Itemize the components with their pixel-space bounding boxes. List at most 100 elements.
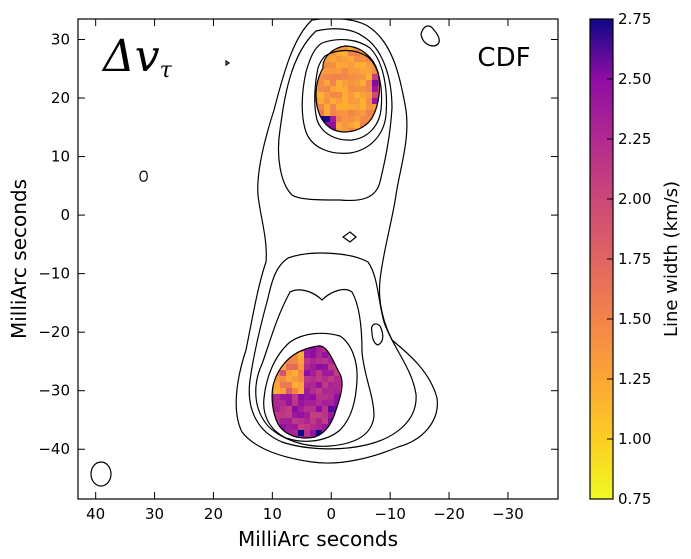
heatmap-cell — [316, 406, 323, 413]
heatmap-cell — [304, 388, 311, 395]
heatmap-cell — [286, 418, 293, 425]
heatmap-cell — [310, 394, 317, 401]
heatmap-cell — [328, 376, 335, 383]
heatmap-cell — [354, 116, 361, 123]
heatmap-cell — [304, 370, 311, 377]
heatmap-cell — [330, 116, 337, 123]
heatmap-cell — [340, 376, 343, 383]
heatmap-cell — [366, 86, 373, 93]
symbol-subscript: τ — [160, 58, 173, 83]
heatmap-cell — [360, 74, 367, 81]
contour-outer — [235, 19, 438, 464]
heatmap-cell — [272, 388, 275, 395]
heatmap-cell — [322, 406, 329, 413]
contour-2 — [277, 28, 393, 202]
heatmap-cell — [304, 352, 311, 359]
heatmap-cell — [304, 406, 311, 413]
heatmap-cell — [342, 56, 349, 63]
heatmap-cell — [360, 92, 367, 99]
heatmap-cell — [372, 98, 379, 105]
heatmap-cell — [310, 430, 317, 437]
heatmap-cell — [292, 400, 299, 407]
heatmap-cell — [292, 418, 299, 425]
heatmap-cell — [360, 122, 367, 129]
symbol-main: Δv — [101, 31, 160, 82]
heatmap-cell — [280, 394, 287, 401]
contour-3-south — [255, 288, 375, 447]
colorbar-tick-label: 1.25 — [618, 370, 651, 388]
heatmap-cell — [360, 110, 367, 117]
heatmap-cell — [336, 128, 343, 132]
heatmap-cell — [372, 92, 379, 99]
heatmap-cell — [348, 110, 355, 117]
heatmap-cell — [336, 92, 343, 99]
heatmap-cell — [360, 56, 367, 63]
heatmap-cell — [316, 346, 323, 353]
heatmap-cell — [280, 388, 287, 395]
heatmap-cell — [316, 92, 319, 99]
symbol-annotation: Δvτ — [101, 31, 173, 83]
heatmap-cell — [360, 86, 367, 93]
heatmap-cell — [318, 98, 325, 105]
heatmap-cell — [318, 74, 325, 81]
heatmap-cell — [316, 418, 323, 425]
heatmap-cell — [348, 122, 355, 129]
heatmap-cell — [274, 406, 281, 413]
heatmap-cell — [342, 122, 349, 129]
heatmap-cell — [354, 92, 361, 99]
heatmap-cell — [328, 400, 335, 407]
heatmap-cell — [298, 400, 305, 407]
heatmap-cell — [322, 358, 329, 365]
heatmap-cell — [298, 358, 305, 365]
heatmap-cell — [304, 382, 311, 389]
heatmap-cell — [322, 376, 329, 383]
heatmap-cell — [334, 382, 341, 389]
heatmap-cell — [304, 418, 311, 425]
heatmap-cell — [330, 62, 337, 69]
heatmap-cell — [336, 68, 343, 75]
contour-island-left — [139, 170, 148, 182]
heatmap-cell — [298, 418, 305, 425]
heatmap-cell — [354, 68, 361, 75]
heatmap-cell — [328, 370, 335, 377]
heatmap-cell — [304, 436, 311, 438]
heatmap-cell — [280, 412, 287, 419]
heatmap-cell — [274, 394, 281, 401]
heatmap-cell — [330, 86, 337, 93]
heatmap-cell — [316, 352, 323, 359]
heatmap-cell — [342, 68, 349, 75]
heatmap-cell — [342, 104, 349, 111]
heatmap-cell — [348, 74, 355, 81]
heatmap-cell — [324, 116, 331, 123]
heatmap-cell — [274, 388, 281, 395]
x-axis: 40 30 20 10 0 −10 −20 −30 — [86, 19, 524, 523]
heatmap-cell — [354, 56, 361, 63]
heatmap-cell — [324, 86, 331, 93]
heatmap-cell — [330, 104, 337, 111]
heatmap-cell — [342, 98, 349, 105]
x-tick-label: 40 — [86, 505, 105, 523]
heatmap-cell — [316, 370, 323, 377]
heatmap-cell — [360, 104, 367, 111]
heatmap-cell — [366, 98, 373, 105]
heatmap-cell — [310, 418, 317, 425]
heatmap-cell — [328, 364, 335, 371]
heatmap-cell — [330, 92, 337, 99]
colorbar-tick-label: 1.50 — [618, 310, 651, 328]
heatmap-cell — [372, 104, 379, 111]
x-axis-label: MilliArc seconds — [238, 527, 398, 551]
heatmap-cell — [324, 92, 331, 99]
heatmap-cell — [328, 412, 335, 419]
y-tick-label: 0 — [60, 206, 70, 224]
heatmap-cell — [328, 406, 335, 413]
heatmap-cell — [318, 110, 325, 117]
heatmap-cell — [272, 400, 275, 407]
heatmap-cell — [298, 394, 305, 401]
colorbar-tick-label: 2.50 — [618, 70, 651, 88]
heatmap-cell — [322, 370, 329, 377]
heatmap-cell — [280, 400, 287, 407]
heatmap-cell — [292, 394, 299, 401]
heatmap-cell — [328, 394, 335, 401]
x-tick-label: 0 — [326, 505, 336, 523]
heatmap-cell — [286, 430, 293, 437]
